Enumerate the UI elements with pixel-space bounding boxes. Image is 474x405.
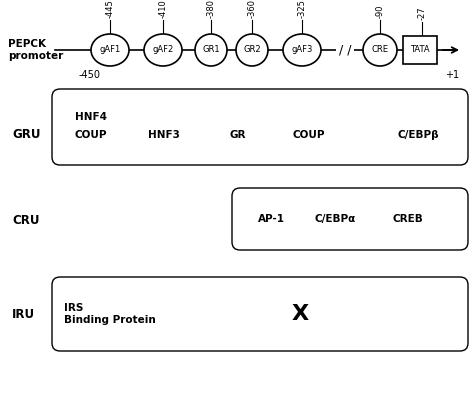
- Text: COUP: COUP: [75, 130, 108, 140]
- Text: AP-1: AP-1: [258, 214, 285, 224]
- Text: PEPCK
promoter: PEPCK promoter: [8, 39, 63, 61]
- FancyBboxPatch shape: [52, 89, 468, 165]
- Ellipse shape: [363, 34, 397, 66]
- Text: CRE: CRE: [372, 45, 389, 55]
- Text: GR2: GR2: [243, 45, 261, 55]
- Text: -360: -360: [247, 0, 256, 18]
- Ellipse shape: [283, 34, 321, 66]
- Text: -410: -410: [158, 0, 167, 18]
- Ellipse shape: [236, 34, 268, 66]
- Text: CREB: CREB: [393, 214, 424, 224]
- Text: TATA: TATA: [410, 45, 430, 55]
- Text: IRS
Binding Protein: IRS Binding Protein: [64, 303, 156, 325]
- Text: HNF4: HNF4: [75, 112, 107, 122]
- Text: / /: / /: [339, 43, 351, 57]
- Text: GR: GR: [230, 130, 246, 140]
- Text: gAF2: gAF2: [152, 45, 173, 55]
- Text: X: X: [292, 304, 309, 324]
- Text: -27: -27: [418, 6, 427, 20]
- FancyBboxPatch shape: [52, 277, 468, 351]
- Text: -380: -380: [207, 0, 216, 18]
- Text: COUP: COUP: [293, 130, 326, 140]
- Text: -90: -90: [375, 4, 384, 18]
- FancyBboxPatch shape: [232, 188, 468, 250]
- Ellipse shape: [144, 34, 182, 66]
- Bar: [403, 36, 437, 64]
- Text: gAF3: gAF3: [292, 45, 313, 55]
- Text: GRU: GRU: [12, 128, 40, 141]
- Text: HNF3: HNF3: [148, 130, 180, 140]
- Ellipse shape: [91, 34, 129, 66]
- Text: gAF1: gAF1: [100, 45, 120, 55]
- Text: -445: -445: [106, 0, 115, 18]
- Text: GR1: GR1: [202, 45, 220, 55]
- Text: +1: +1: [445, 70, 459, 80]
- Text: IRU: IRU: [12, 309, 35, 322]
- Text: C/EBPα: C/EBPα: [315, 214, 356, 224]
- Text: C/EBPβ: C/EBPβ: [398, 130, 439, 140]
- Text: -450: -450: [79, 70, 101, 80]
- Ellipse shape: [195, 34, 227, 66]
- Text: -325: -325: [298, 0, 307, 18]
- Text: CRU: CRU: [12, 213, 39, 226]
